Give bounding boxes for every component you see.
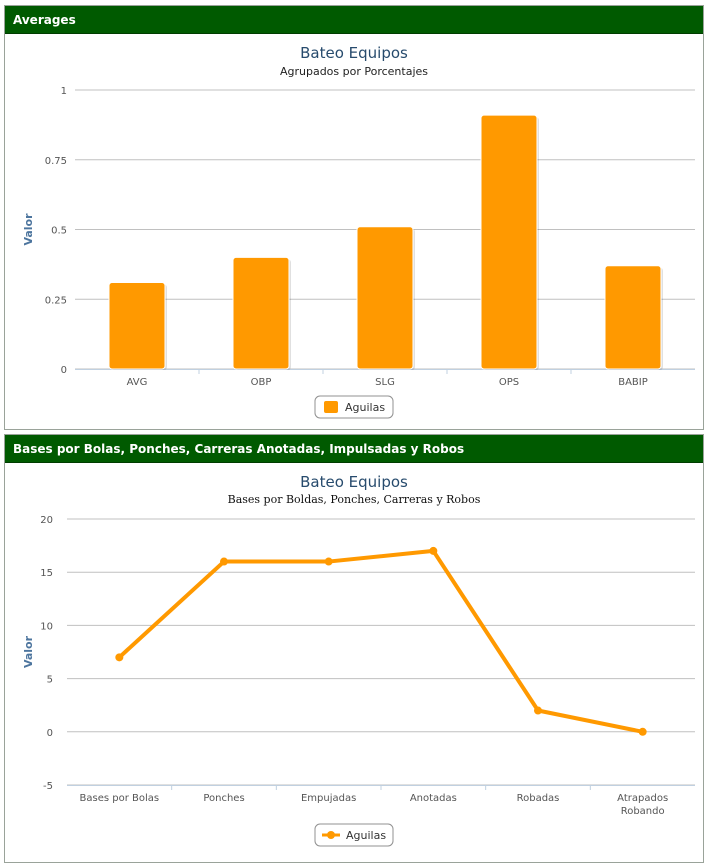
y-tick-label: 5	[47, 675, 53, 686]
bar-babip[interactable]	[604, 265, 662, 370]
data-point[interactable]	[115, 653, 124, 662]
data-point[interactable]	[324, 557, 333, 566]
x-tick-label: Ponches	[203, 793, 244, 804]
legend[interactable]	[314, 823, 394, 847]
data-point[interactable]	[429, 546, 438, 555]
y-tick-label: 0.5	[51, 226, 67, 237]
averages-bar-chart: Bateo Equipos Agrupados por Porcentajes 0 0…	[22, 44, 695, 419]
averages-panel-header: Averages	[5, 6, 703, 34]
averages-panel: Averages Bateo Equipos Agrupados por Porc…	[4, 5, 704, 430]
chart-title: Bateo Equipos	[300, 44, 408, 62]
x-tick-label: AVG	[127, 377, 148, 388]
bar-obp[interactable]	[232, 256, 290, 370]
y-tick-label: 15	[40, 568, 53, 579]
data-point[interactable]	[638, 727, 647, 736]
chart-subtitle: Bases por Boldas, Ponches, Carreras y Ro…	[228, 493, 481, 506]
y-tick-label: 0	[47, 728, 53, 739]
data-point[interactable]	[220, 557, 228, 566]
bar-avg[interactable]	[108, 282, 166, 370]
x-tick-label: BABIP	[618, 377, 648, 388]
y-tick-label: 0.75	[45, 156, 67, 167]
chart-subtitle: Agrupados por Porcentajes	[280, 65, 428, 78]
legend-label: Aguilas	[346, 829, 386, 842]
x-tick-label: OPS	[499, 377, 519, 388]
legend-label: Aguilas	[345, 401, 385, 414]
y-axis-label: Valor	[22, 635, 35, 668]
legend-marker	[327, 831, 335, 839]
legend-swatch	[324, 401, 338, 413]
y-tick-label: 1	[61, 86, 67, 97]
y-tick-label: 10	[40, 621, 53, 632]
y-axis-label: Valor	[22, 213, 35, 246]
data-point[interactable]	[534, 706, 542, 715]
x-tick-label: SLG	[375, 377, 395, 388]
x-tick-label: OBP	[251, 377, 272, 388]
y-tick-label: 0.25	[45, 295, 67, 306]
counts-panel-header: Bases por Bolas, Ponches, Carreras Anota…	[5, 435, 703, 463]
y-tick-label: 0	[61, 365, 67, 376]
counts-line-chart: Bateo Equipos Bases por Boldas, Ponches, …	[22, 473, 695, 847]
bar-ops[interactable]	[480, 114, 538, 370]
x-tick-label: Empujadas	[301, 793, 356, 804]
counts-panel: Bases por Bolas, Ponches, Carreras Anota…	[4, 434, 704, 863]
y-tick-label: -5	[43, 781, 53, 792]
bar-slg[interactable]	[356, 226, 414, 370]
chart-title: Bateo Equipos	[300, 473, 408, 491]
x-tick-label: Bases por Bolas	[80, 793, 160, 804]
y-tick-label: 20	[40, 515, 53, 526]
x-tick-label: Robadas	[517, 793, 560, 804]
x-tick-label: Anotadas	[410, 793, 457, 804]
x-tick-label: Atrapados Robando	[617, 793, 668, 817]
series-line-aguilas	[117, 548, 645, 734]
